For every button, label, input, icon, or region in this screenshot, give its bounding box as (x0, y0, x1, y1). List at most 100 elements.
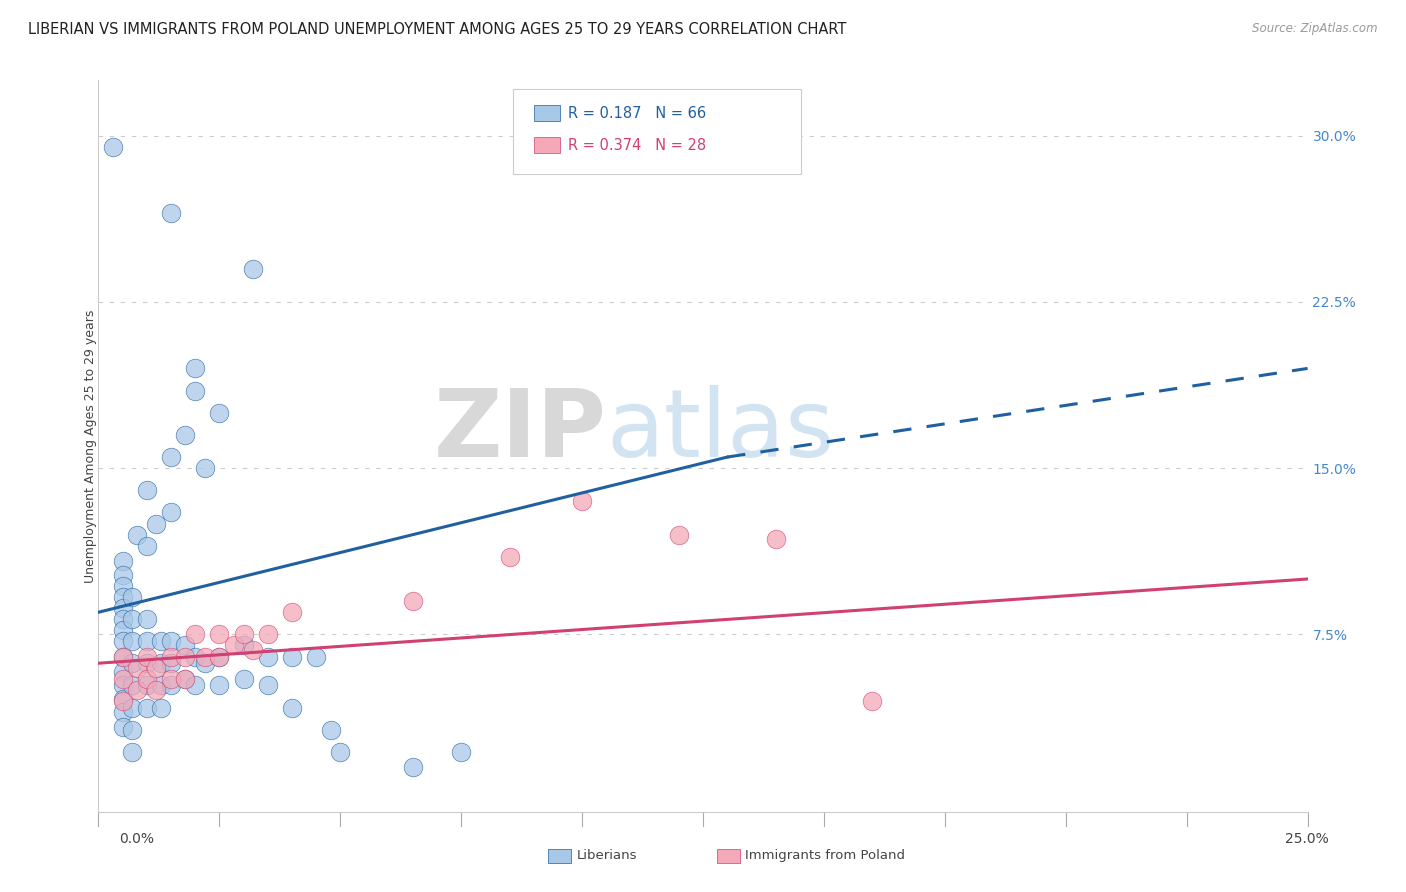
Point (160, 649, 183, 664)
Point (121, 678, 143, 692)
Point (184, 649, 207, 664)
Point (121, 723, 143, 737)
Point (174, 649, 197, 664)
Point (208, 649, 231, 664)
Point (160, 634, 183, 648)
Point (329, 745, 352, 759)
Point (281, 649, 304, 664)
Point (194, 461, 217, 475)
Point (160, 678, 183, 692)
Point (145, 516, 167, 531)
Point (127, 660, 149, 674)
Point (402, 760, 425, 774)
Text: R = 0.374   N = 28: R = 0.374 N = 28 (568, 138, 706, 153)
Point (402, 594, 425, 608)
Point (145, 660, 167, 674)
Point (150, 678, 173, 692)
Point (111, 705, 134, 719)
Point (281, 700, 304, 714)
Point (765, 532, 787, 546)
Point (111, 694, 134, 708)
Point (111, 623, 134, 637)
Point (150, 657, 173, 671)
Point (135, 700, 157, 714)
Point (145, 682, 167, 697)
Point (135, 649, 157, 664)
Y-axis label: Unemployment Among Ages 25 to 29 years: Unemployment Among Ages 25 to 29 years (83, 310, 97, 582)
Point (127, 682, 149, 697)
Point (121, 590, 143, 604)
Point (498, 549, 520, 564)
Point (305, 649, 328, 664)
Point (208, 678, 231, 692)
Point (121, 745, 143, 759)
Point (184, 678, 207, 692)
Point (135, 657, 157, 671)
Point (256, 649, 278, 664)
Point (121, 612, 143, 626)
Point (135, 678, 157, 692)
Point (121, 634, 143, 648)
Text: 25.0%: 25.0% (1285, 832, 1329, 846)
Point (208, 406, 231, 420)
Point (111, 721, 134, 735)
Point (121, 700, 143, 714)
Point (860, 694, 883, 708)
Point (571, 494, 593, 508)
Point (208, 627, 231, 641)
Point (208, 649, 231, 664)
Point (256, 627, 278, 641)
Point (184, 627, 207, 641)
Text: ZIP: ZIP (433, 385, 606, 477)
Point (222, 639, 245, 653)
Point (111, 579, 134, 593)
Text: 0.0%: 0.0% (120, 832, 155, 846)
Point (232, 627, 254, 641)
Point (111, 634, 134, 648)
Point (160, 657, 183, 671)
Point (150, 700, 173, 714)
Point (135, 634, 157, 648)
Text: LIBERIAN VS IMMIGRANTS FROM POLAND UNEMPLOYMENT AMONG AGES 25 TO 29 YEARS CORREL: LIBERIAN VS IMMIGRANTS FROM POLAND UNEMP… (28, 22, 846, 37)
Point (319, 723, 342, 737)
Point (232, 672, 254, 686)
Point (111, 691, 134, 706)
Point (256, 678, 278, 692)
Point (281, 605, 304, 619)
Point (111, 600, 134, 615)
Point (242, 261, 264, 276)
Point (160, 450, 183, 464)
Point (174, 672, 197, 686)
Point (668, 527, 690, 541)
Text: Immigrants from Poland: Immigrants from Poland (745, 849, 905, 862)
Point (101, 140, 124, 154)
Point (111, 672, 134, 686)
Point (194, 649, 217, 664)
Point (232, 639, 254, 653)
Point (184, 361, 207, 376)
Point (160, 206, 183, 220)
Text: Source: ZipAtlas.com: Source: ZipAtlas.com (1253, 22, 1378, 36)
Point (111, 665, 134, 679)
Point (160, 672, 183, 686)
Point (174, 428, 197, 442)
Text: atlas: atlas (606, 385, 835, 477)
Point (111, 612, 134, 626)
Point (135, 672, 157, 686)
Point (111, 567, 134, 582)
Point (121, 657, 143, 671)
Text: R = 0.187   N = 66: R = 0.187 N = 66 (568, 106, 706, 120)
Point (127, 527, 149, 541)
Point (174, 639, 197, 653)
Point (135, 539, 157, 553)
Point (194, 657, 217, 671)
Point (111, 590, 134, 604)
Point (135, 483, 157, 498)
Point (174, 672, 197, 686)
Text: Liberians: Liberians (576, 849, 637, 862)
Point (160, 506, 183, 520)
Point (242, 643, 264, 657)
Point (111, 649, 134, 664)
Point (135, 612, 157, 626)
Point (184, 384, 207, 398)
